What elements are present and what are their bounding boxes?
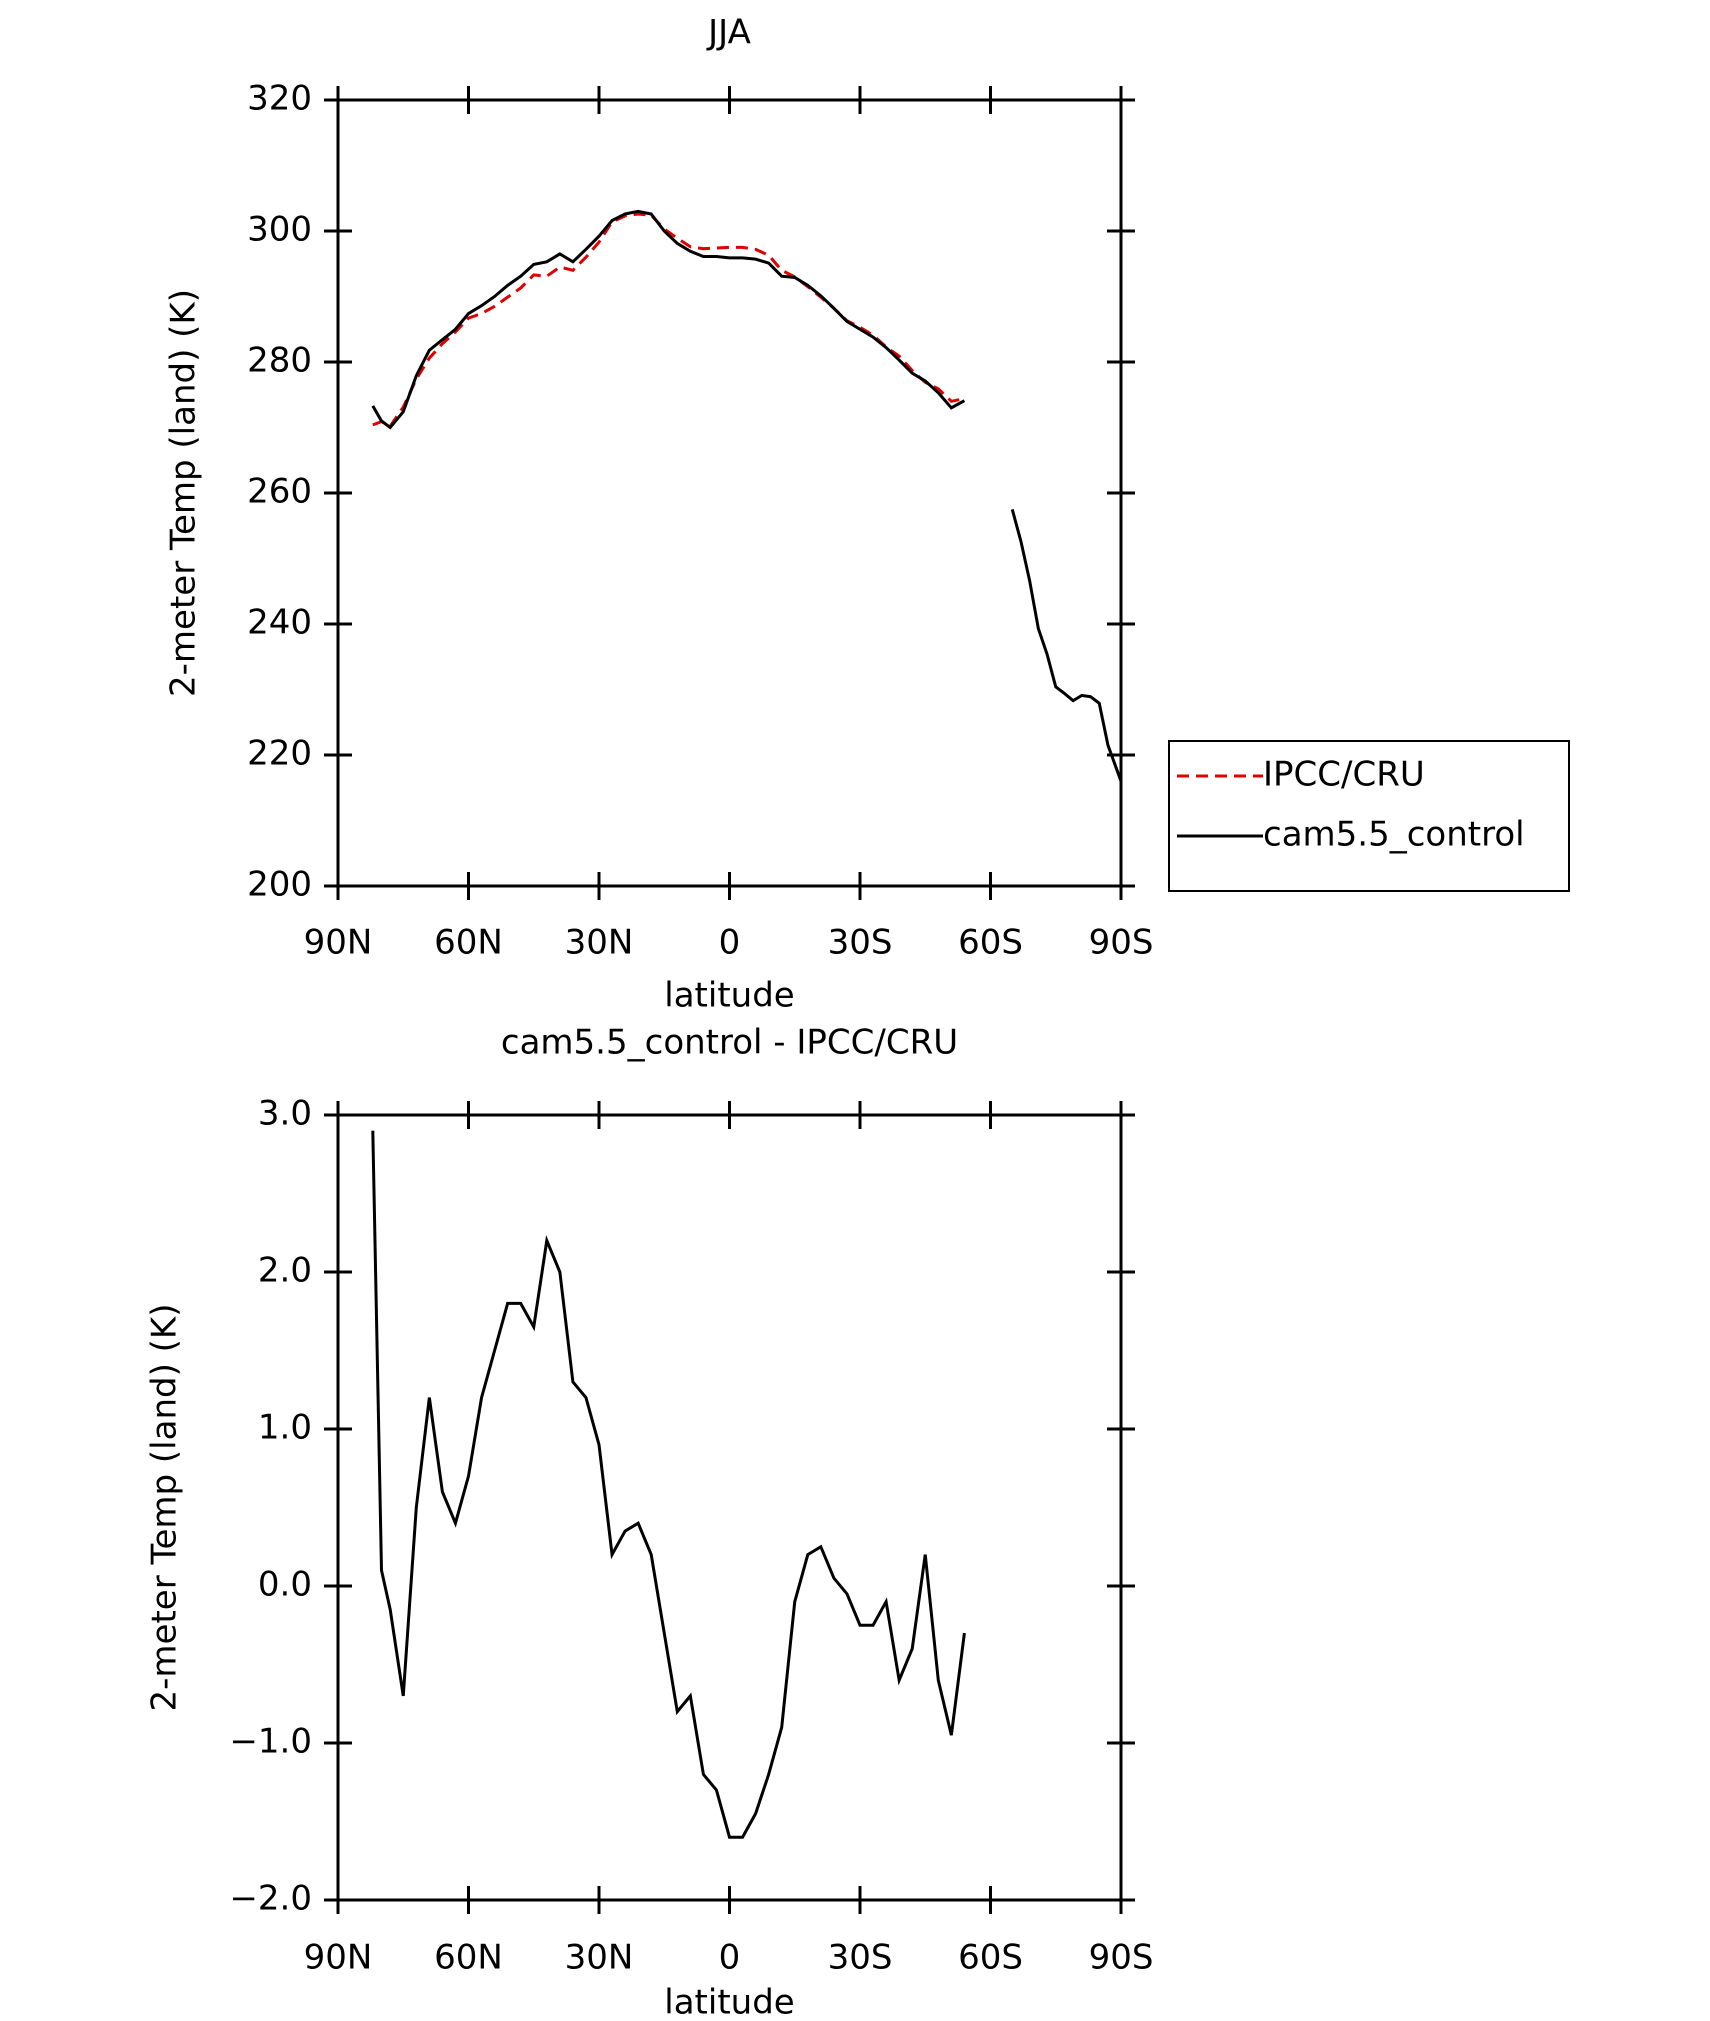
y-tick-label: 320 [247,79,312,119]
plot-frame [336,98,1123,888]
x-tick-label: 60N [434,923,503,963]
legend-label: IPCC/CRU [1263,755,1425,795]
data-line [372,212,965,429]
x-tick-label: 90N [304,923,373,963]
y-tick-label: 280 [247,341,312,381]
data-line [371,209,1123,782]
y-tick-label: 300 [247,210,312,250]
chart-title: JJA [706,13,751,53]
x-axis-label: latitude [664,976,794,1016]
y-tick-label: 200 [247,865,312,905]
y-tick-label: 1.0 [258,1408,312,1448]
chart-title: cam5.5_control - IPCC/CRU [501,1023,958,1063]
x-tick-label: 90S [1089,1938,1154,1978]
x-tick-label: 90N [304,1938,373,1978]
x-tick-label: 0 [719,1938,741,1978]
x-tick-label: 0 [719,923,741,963]
x-tick-label: 60S [958,923,1023,963]
x-tick-label: 30N [565,923,634,963]
y-tick-label: −1.0 [229,1722,312,1762]
y-tick-label: −2.0 [229,1879,312,1919]
legend-label: cam5.5_control [1263,815,1525,855]
y-tick-label: 260 [247,472,312,512]
y-tick-label: 240 [247,603,312,643]
x-tick-label: 30S [828,1938,893,1978]
data-line [371,1130,966,1839]
x-tick-label: 30S [828,923,893,963]
x-tick-label: 60N [434,1938,503,1978]
x-tick-label: 60S [958,1938,1023,1978]
y-tick-label: 0.0 [258,1565,312,1605]
y-tick-label: 2.0 [258,1251,312,1291]
x-axis-label: latitude [664,1983,794,2021]
legend-box [1168,740,1570,892]
x-tick-label: 30N [565,1938,634,1978]
x-tick-label: 90S [1089,923,1154,963]
y-axis-label: 2-meter Temp (land) (K) [145,1304,185,1712]
y-axis-label: 2-meter Temp (land) (K) [164,289,204,697]
y-tick-label: 3.0 [258,1094,312,1134]
plot-frame [336,1113,1123,1902]
y-tick-label: 220 [247,734,312,774]
